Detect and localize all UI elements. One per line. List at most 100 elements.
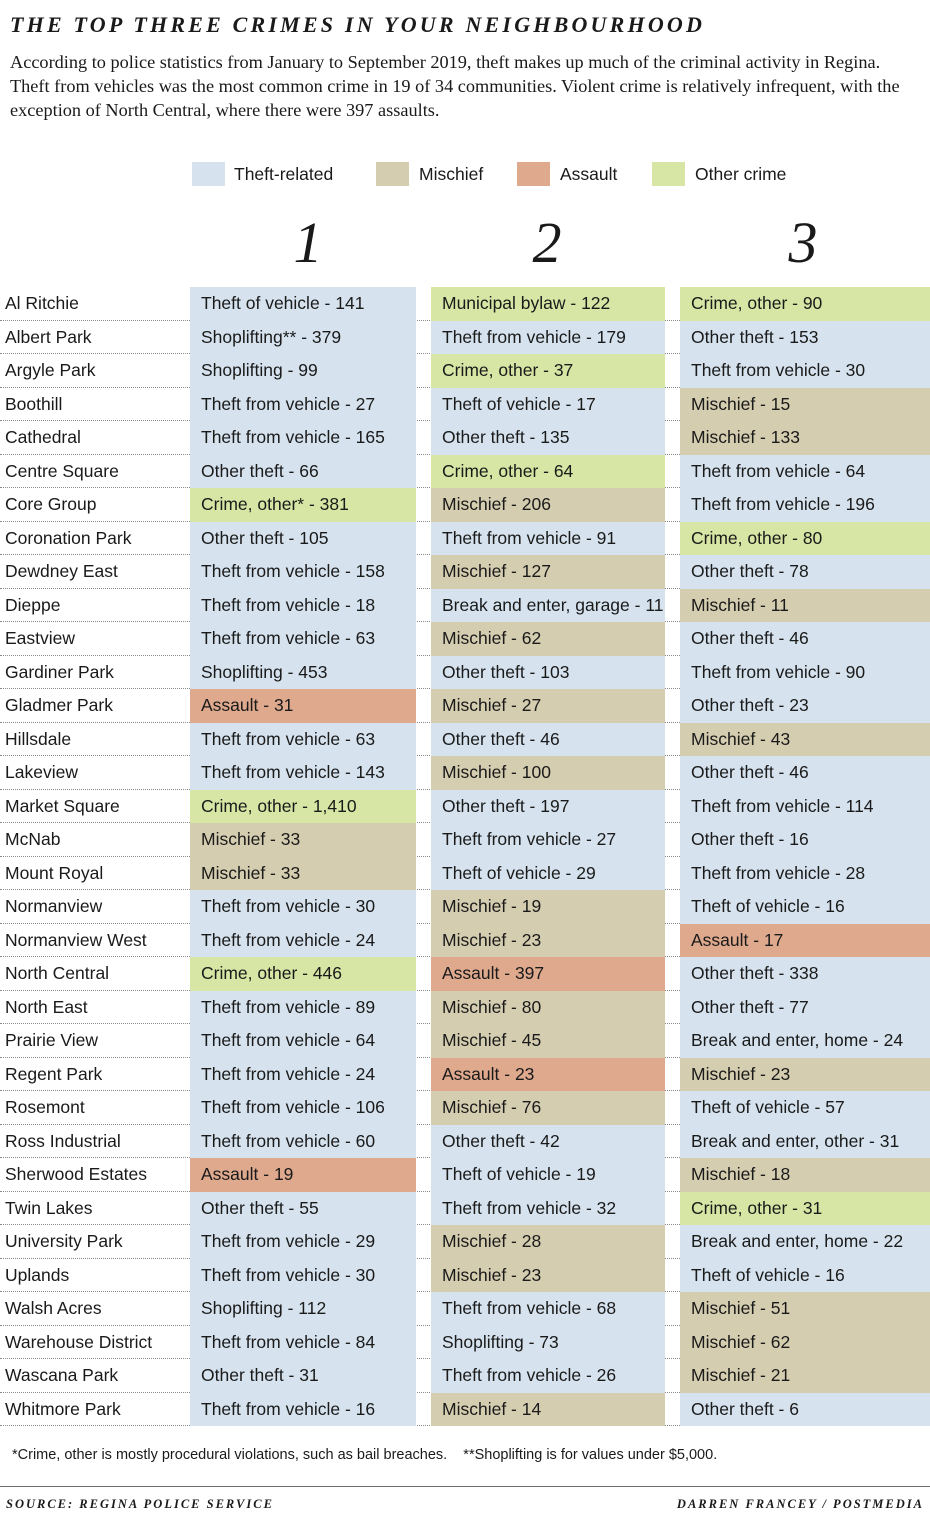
neighbourhood-name: Rosemont: [5, 1097, 85, 1117]
crime-cell-label: Mischief - 206: [442, 494, 551, 514]
crime-cell-label: Theft of vehicle - 17: [442, 393, 596, 414]
neighbourhood-name: Warehouse District: [5, 1331, 153, 1352]
crime-cell-label: Theft of vehicle - 19: [442, 1164, 596, 1184]
legend-swatch-mischief: [376, 162, 409, 186]
crime-cell-label: Theft from vehicle - 26: [442, 1365, 617, 1385]
neighbourhood-name: University Park: [5, 1231, 123, 1251]
crime-cell-label: Break and enter, other - 31: [691, 1130, 900, 1151]
crime-cell-rank-3: Theft from vehicle - 90: [680, 655, 930, 689]
crime-cell-rank-2: Theft of vehicle - 17: [431, 387, 665, 421]
neighbourhood-name: Twin Lakes: [5, 1197, 93, 1218]
legend-swatch-other: [652, 162, 685, 186]
crime-cell-rank-1: Theft from vehicle - 84: [190, 1325, 416, 1359]
crime-cell-label: Assault - 17: [691, 929, 784, 950]
crime-cell-label: Other theft - 46: [691, 762, 809, 782]
crime-cell-label: Crime, other - 64: [442, 460, 574, 481]
table-row: Hillsdale Theft from vehicle - 63 Other th…: [0, 722, 930, 756]
crime-cell-rank-1: Theft from vehicle - 64: [190, 1024, 416, 1058]
crime-cell-rank-3: Theft from vehicle - 196: [680, 488, 930, 522]
crime-cell-rank-2: Other theft - 135: [431, 421, 665, 455]
crime-cell-label: Mischief - 33: [201, 829, 301, 849]
crime-cell-label: Shoplifting - 453: [201, 661, 328, 682]
crime-cell-label: Theft from vehicle - 27: [201, 393, 376, 414]
table-row: Cathedral Theft from vehicle - 165 Other t…: [0, 421, 930, 455]
neighbourhood-name: Walsh Acres: [5, 1298, 102, 1318]
crime-cell-label: Mischief - 127: [442, 561, 551, 581]
crime-cell-rank-3: Theft of vehicle - 16: [680, 1258, 930, 1292]
crime-cell-label: Theft from vehicle - 106: [201, 1097, 385, 1117]
rank-heading-3: 3: [788, 210, 818, 275]
table-row: University Park Theft from vehicle - 29 Mi…: [0, 1225, 930, 1259]
crime-cell-rank-1: Theft from vehicle - 143: [190, 756, 416, 790]
crime-cell-rank-1: Shoplifting - 99: [190, 354, 416, 388]
crime-cell-rank-1: Other theft - 31: [190, 1359, 416, 1393]
neighbourhood-name: Al Ritchie: [5, 293, 79, 313]
crime-cell-rank-2: Mischief - 127: [431, 555, 665, 589]
source-credit: SOURCE: REGINA POLICE SERVICE: [6, 1497, 274, 1511]
crime-cell-label: Assault - 23: [442, 1063, 535, 1084]
crime-cell-rank-3: Mischief - 23: [680, 1057, 930, 1091]
crime-cell-rank-2: Shoplifting - 73: [431, 1325, 665, 1359]
legend-label-theft: Theft-related: [234, 164, 334, 184]
table-row: Lakeview Theft from vehicle - 143 Mischief…: [0, 756, 930, 790]
author-credit: DARREN FRANCEY / POSTMEDIA: [676, 1497, 924, 1511]
legend: Theft-related Mischief Assault Other cri…: [0, 160, 930, 188]
crime-cell-rank-1: Theft from vehicle - 27: [190, 387, 416, 421]
crime-cell-rank-1: Crime, other - 446: [190, 957, 416, 991]
table-row: Regent Park Theft from vehicle - 24 Assaul…: [0, 1057, 930, 1091]
crime-cell-label: Theft from vehicle - 64: [201, 1030, 376, 1050]
crime-cell-rank-1: Mischief - 33: [190, 856, 416, 890]
crime-cell-label: Break and enter, home - 24: [691, 1030, 904, 1050]
crime-cell-label: Theft from vehicle - 29: [201, 1231, 376, 1251]
crime-cell-label: Shoplifting - 112: [201, 1298, 327, 1318]
crime-cell-label: Assault - 397: [442, 963, 545, 983]
crime-cell-label: Mischief - 14: [442, 1398, 542, 1419]
crime-cell-rank-1: Theft from vehicle - 63: [190, 722, 416, 756]
neighbourhood-name: Ross Industrial: [5, 1130, 121, 1151]
neighbourhood-name: Lakeview: [5, 762, 78, 782]
table-row: Prairie View Theft from vehicle - 64 Misch…: [0, 1024, 930, 1058]
table-row: Normanview Theft from vehicle - 30 Mischie…: [0, 890, 930, 924]
crime-cell-label: Mischief - 62: [691, 1331, 791, 1352]
crime-cell-label: Crime, other - 37: [442, 360, 574, 380]
crime-cell-label: Theft from vehicle - 143: [201, 762, 385, 782]
crime-cell-label: Theft from vehicle - 24: [201, 1063, 376, 1084]
crime-cell-rank-2: Other theft - 197: [431, 789, 665, 823]
crime-cell-label: Other theft - 55: [201, 1197, 319, 1218]
table-row: Mount Royal Mischief - 33 Theft of vehicle…: [0, 856, 930, 890]
crime-cell-rank-1: Other theft - 105: [190, 521, 416, 555]
crime-cell-label: Municipal bylaw - 122: [442, 293, 611, 313]
crime-cell-label: Theft from vehicle - 165: [201, 427, 385, 447]
crime-cell-rank-3: Other theft - 46: [680, 756, 930, 790]
table-row: Ross Industrial Theft from vehicle - 60 Ot…: [0, 1124, 930, 1158]
crime-cell-rank-3: Crime, other - 80: [680, 521, 930, 555]
crime-cell-label: Theft of vehicle - 57: [691, 1097, 845, 1117]
crime-cell-rank-3: Mischief - 21: [680, 1359, 930, 1393]
crime-cell-rank-2: Theft from vehicle - 27: [431, 823, 665, 857]
crime-cell-label: Other theft - 23: [691, 695, 809, 715]
neighbourhood-name: Argyle Park: [5, 360, 96, 380]
intro-paragraph: According to police statistics from Janu…: [10, 52, 900, 120]
neighbourhood-name: Boothill: [5, 393, 63, 414]
table-row: Twin Lakes Other theft - 55 Theft from veh…: [0, 1191, 930, 1225]
neighbourhood-name: Whitmore Park: [5, 1398, 121, 1419]
crime-cell-label: Other theft - 153: [691, 326, 819, 347]
crime-cell-rank-2: Mischief - 45: [431, 1024, 665, 1058]
crime-cell-label: Break and enter, home - 22: [691, 1231, 904, 1251]
crime-cell-label: Mischief - 80: [442, 996, 542, 1017]
crime-cell-rank-3: Other theft - 23: [680, 689, 930, 723]
crime-cell-rank-3: Mischief - 11: [680, 588, 930, 622]
crime-cell-label: Theft from vehicle - 89: [201, 996, 376, 1017]
crime-cell-label: Theft from vehicle - 91: [442, 527, 617, 548]
crime-cell-label: Other theft - 42: [442, 1130, 560, 1151]
crime-cell-rank-2: Mischief - 19: [431, 890, 665, 924]
crime-cell-rank-3: Theft of vehicle - 57: [680, 1091, 930, 1125]
crime-cell-rank-2: Theft from vehicle - 68: [431, 1292, 665, 1326]
neighbourhood-name: Core Group: [5, 494, 97, 514]
neighbourhood-name: Prairie View: [5, 1030, 99, 1050]
crime-cell-label: Theft from vehicle - 28: [691, 862, 866, 883]
crime-cell-rank-2: Mischief - 23: [431, 923, 665, 957]
crime-cell-rank-2: Mischief - 27: [431, 689, 665, 723]
crime-cell-rank-3: Crime, other - 31: [680, 1191, 930, 1225]
crime-cell-rank-3: Break and enter, home - 24: [680, 1024, 930, 1058]
